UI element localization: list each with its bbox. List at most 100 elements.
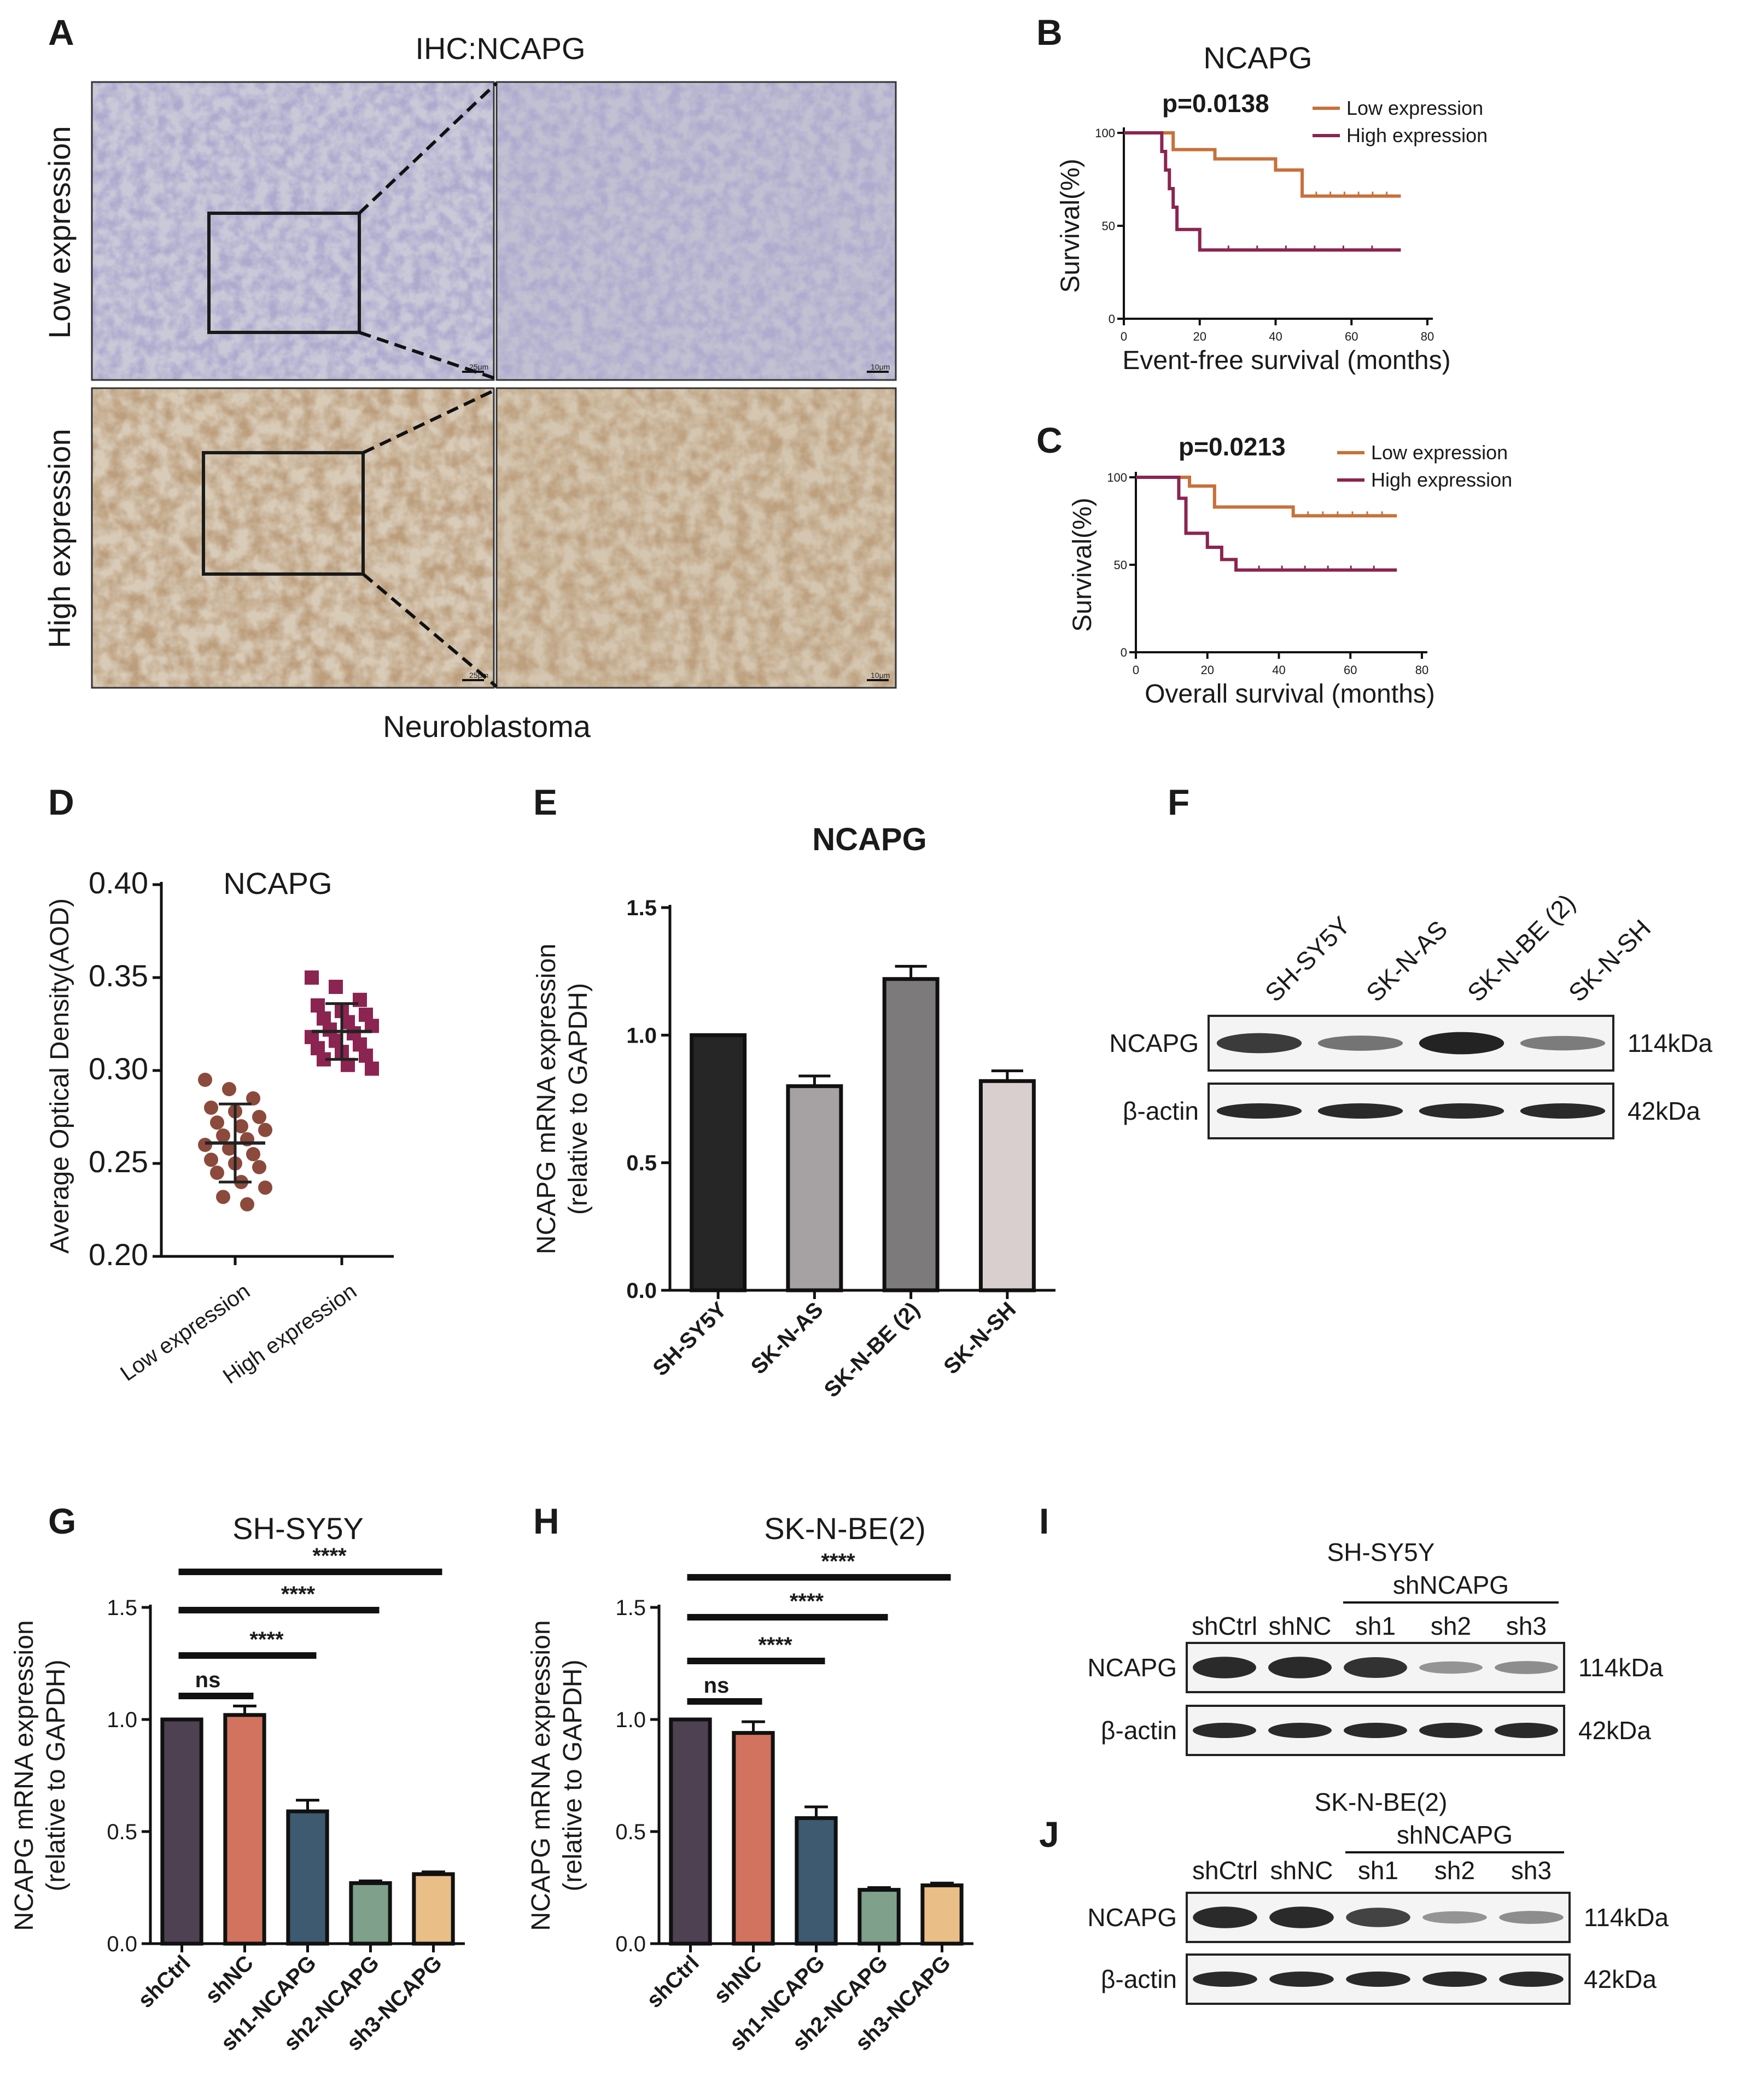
- micrograph-high-zoom: 10μm: [495, 387, 897, 689]
- significance-label: ****: [281, 1582, 316, 1606]
- panel-a-title: IHC:NCAPG: [415, 31, 585, 66]
- y-tick-label: 0.25: [89, 1144, 148, 1179]
- p-value-annotation: p=0.0138: [1162, 89, 1269, 118]
- y-tick-label: 0.5: [107, 1820, 137, 1844]
- chart-title: NCAPG: [812, 822, 926, 857]
- blot-band: [1495, 1661, 1558, 1674]
- blot-group-label: shNCAPG: [1393, 1571, 1509, 1599]
- y-axis-label: (relative to GAPDH): [564, 983, 593, 1215]
- y-tick-label: 100: [1095, 126, 1115, 140]
- data-point: [258, 1122, 272, 1137]
- panel-label-b: B: [1036, 12, 1063, 52]
- x-tick-label: SH-SY5Y: [648, 1297, 731, 1380]
- blot-row-label: β-actin: [1101, 1716, 1177, 1745]
- data-point: [198, 1138, 212, 1152]
- blot-band: [1422, 1911, 1487, 1924]
- blot-lane-label: shCtrl: [1192, 1856, 1258, 1885]
- bar: [786, 1084, 843, 1292]
- legend-entry: Low expression: [1371, 441, 1508, 464]
- zoom-connector: [359, 331, 497, 381]
- blot-row-label: β-actin: [1101, 1965, 1177, 1993]
- data-point: [210, 1115, 224, 1130]
- blot-band: [1216, 1033, 1302, 1054]
- panel-i: I NCAPG 114kDa β-actin 42kDa shCtrl shNC sh1 sh…: [1039, 1501, 1664, 1756]
- significance-label: ****: [312, 1544, 347, 1568]
- blot-lane-label: shNC: [1268, 1612, 1331, 1640]
- bar: [690, 1033, 747, 1292]
- bar-chart-knockdown-sknbe2: 0.0 0.5 1.0 1.5 NCAPG mRNA expression (relati…: [527, 1511, 973, 2056]
- y-tick-label: 0.20: [89, 1237, 148, 1272]
- x-tick-label: 40: [1272, 663, 1285, 677]
- zoom-box-low: [207, 212, 361, 334]
- panel-label-f: F: [1168, 782, 1189, 822]
- row-label-high: High expression: [42, 429, 77, 648]
- blot-size-label: 114kDa: [1584, 1903, 1669, 1932]
- blot-row-label: NCAPG: [1087, 1653, 1177, 1682]
- bar: [160, 1717, 203, 1946]
- bar: [223, 1713, 266, 1946]
- y-tick-label: 0.0: [615, 1932, 646, 1956]
- blot-lane-label: sh3: [1511, 1856, 1552, 1885]
- blot-band: [1520, 1103, 1606, 1119]
- data-point: [311, 998, 325, 1013]
- panel-g: G 0.0 0.5 1.0 1.5 NCAPG mRNA expression (rela…: [10, 1501, 465, 2056]
- panel-label-h: H: [533, 1501, 559, 1541]
- panel-label-i: I: [1039, 1501, 1049, 1541]
- panel-label-j: J: [1039, 1814, 1059, 1855]
- y-tick-label: 0.0: [626, 1279, 657, 1303]
- blot-size-label: 114kDa: [1578, 1653, 1664, 1682]
- blot-lane-label: shCtrl: [1192, 1612, 1257, 1640]
- zoom-box-high: [202, 451, 365, 576]
- y-tick-label: 1.0: [626, 1023, 657, 1048]
- x-tick-label: SK-N-BE (2): [820, 1297, 924, 1402]
- panel-c: C 0 50 100 0 20 40 60 80 Overall survival (month…: [1036, 420, 1512, 709]
- data-point: [240, 1197, 254, 1212]
- significance-label: ns: [704, 1674, 730, 1698]
- survival-curve-high: [1136, 476, 1397, 572]
- blot-band: [1317, 1103, 1403, 1119]
- panel-d: D 0.20 0.25 0.30 0.35 0.40 Average Optical De…: [45, 782, 394, 1389]
- blot-band: [1422, 1972, 1487, 1987]
- zoom-connector: [358, 81, 498, 215]
- data-point: [252, 1160, 266, 1174]
- y-axis-label: (relative to GAPDH): [558, 1659, 587, 1891]
- y-axis-label: NCAPG mRNA expression: [10, 1620, 39, 1931]
- data-point: [359, 1048, 373, 1063]
- panel-h: H 0.0 0.5 1.0 1.5 NCAPG mRNA expression (rela…: [527, 1501, 973, 2056]
- data-point: [246, 1091, 260, 1105]
- x-tick-label: shNC: [709, 1951, 767, 2008]
- blot-band: [1520, 1036, 1606, 1051]
- blot-band: [1193, 1972, 1257, 1987]
- scale-bar-label: 25μm: [469, 362, 488, 371]
- blot-band: [1344, 1657, 1407, 1678]
- y-tick-label: 0.40: [89, 865, 148, 900]
- data-point: [365, 1061, 379, 1076]
- blot-lane-label: sh2: [1431, 1612, 1471, 1640]
- blot-lane-label: sh1: [1358, 1856, 1398, 1885]
- y-tick-label: 50: [1102, 219, 1115, 233]
- x-tick-label: 80: [1421, 330, 1434, 343]
- y-axis-label: Survival(%): [1068, 498, 1097, 631]
- y-axis-label: Survival(%): [1056, 159, 1085, 293]
- y-tick-label: 0: [1121, 646, 1127, 659]
- y-tick-label: 50: [1114, 558, 1127, 572]
- blot-lane-label: SK-N-BE (2): [1462, 888, 1581, 1008]
- panel-a-footer: Neuroblastoma: [383, 709, 591, 744]
- y-tick-label: 0.0: [107, 1932, 137, 1956]
- x-tick-label: 60: [1345, 330, 1358, 343]
- significance-label: ns: [195, 1668, 221, 1692]
- data-point: [216, 1128, 230, 1143]
- blot-group-label: shNCAPG: [1397, 1821, 1513, 1849]
- blot-band: [1193, 1723, 1256, 1738]
- panel-b: B 0 50 100 0 20 40 60 80 Event-free survival (mo…: [1036, 12, 1488, 375]
- blot-lane-label: sh3: [1506, 1612, 1547, 1640]
- micrograph-low-zoom: 10μm: [495, 81, 897, 381]
- blot-band: [1344, 1723, 1407, 1738]
- panel-label-d: D: [48, 782, 74, 822]
- panel-label-g: G: [48, 1501, 76, 1541]
- data-point: [204, 1101, 218, 1115]
- blot-row-label: NCAPG: [1087, 1903, 1177, 1932]
- row-label-low: Low expression: [42, 126, 77, 338]
- panel-e: E 0.0 0.5 1.0 1.5 NCAPG mRNA expression (rela…: [532, 782, 1055, 1402]
- zoom-connector: [362, 388, 498, 454]
